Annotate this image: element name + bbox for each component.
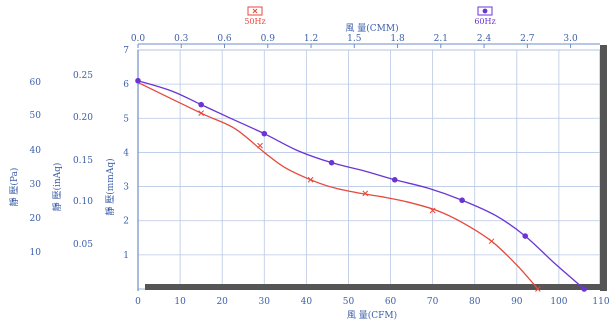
x-bottom-tick-label: 30	[259, 297, 271, 307]
legend-marker-50hz	[252, 8, 258, 14]
x-top-tick-label: 1.2	[304, 34, 318, 44]
bottom-axis-band	[145, 284, 602, 290]
x-bottom-tick-label: 70	[427, 297, 439, 307]
series-line-60hz	[137, 80, 585, 290]
x-bottom-tick-label: 50	[343, 297, 355, 307]
y-pa-tick-label: 30	[30, 180, 42, 190]
y-pa-tick-label: 40	[30, 146, 42, 156]
y-mmaq-tick-label: 3	[123, 183, 129, 193]
x-top-tick-label: 0.6	[217, 34, 232, 44]
y-mmaq-axis-title: 靜 壓(mmAq)	[104, 158, 116, 215]
x-top-axis-title: 風 量(CMM)	[345, 23, 398, 34]
y-pa-tick-label: 50	[30, 111, 42, 121]
legend-label-50hz: 50Hz	[244, 17, 265, 26]
y-inaq-tick-label: 0.25	[73, 71, 93, 81]
x-top-tick-label: 1.8	[390, 34, 405, 44]
y-inaq-tick-label: 0.05	[73, 240, 93, 250]
legend-swatch-50hz	[247, 6, 263, 16]
series-point-50hz	[362, 190, 369, 197]
series-point-60hz	[135, 77, 141, 84]
series-point-60hz	[261, 130, 268, 137]
series-layer	[135, 77, 587, 292]
x-top-tick-label: 1.5	[347, 34, 362, 44]
series-point-50hz	[429, 207, 436, 214]
y-pa-tick-label: 60	[30, 78, 42, 88]
series-point-60hz	[198, 101, 204, 108]
legend-marker-60hz	[482, 8, 488, 14]
y-mmaq-tick-label: 6	[123, 80, 129, 90]
grid-layer	[137, 49, 601, 290]
legend-label-60hz: 60Hz	[474, 17, 495, 26]
y-mmaq-tick-label: 1	[123, 251, 129, 261]
x-bottom-tick-label: 10	[174, 297, 186, 307]
series-point-50hz	[488, 238, 495, 245]
x-top-tick-label: 0.0	[131, 34, 146, 44]
x-bottom-tick-label: 0	[135, 297, 141, 307]
legend: 50Hz 60Hz	[244, 6, 496, 26]
series-point-60hz	[581, 286, 587, 292]
x-bottom-tick-label: 90	[511, 297, 523, 307]
series-line-50hz	[137, 81, 539, 290]
y-mmaq-tick-label: 2	[123, 217, 129, 227]
y-inaq-tick-label: 0.20	[73, 113, 93, 123]
x-top-tick-label: 2.4	[477, 34, 492, 44]
x-top-tick-label: 2.7	[520, 34, 535, 44]
y-inaq-tick-label: 0.15	[73, 156, 93, 166]
y-mmaq-tick-label: 7	[123, 46, 129, 56]
x-bottom-tick-label: 100	[550, 297, 567, 307]
series-point-60hz	[391, 176, 398, 183]
x-bottom-tick-label: 60	[385, 297, 397, 307]
series-point-60hz	[328, 159, 335, 166]
y-pa-tick-label: 20	[30, 214, 42, 224]
y-mmaq-tick-label: 5	[123, 114, 129, 124]
x-top-tick-label: 2.1	[434, 34, 448, 44]
x-top-tick-label: 0.9	[261, 34, 276, 44]
x-top-tick-label: 3.0	[563, 34, 578, 44]
y-inaq-axis-title: 靜 壓(inAq)	[51, 163, 63, 212]
series-point-50hz	[307, 176, 314, 183]
x-bottom-tick-label: 40	[301, 297, 313, 307]
y-pa-axis-title: 靜 壓(Pa)	[8, 168, 20, 207]
y-pa-tick-label: 10	[30, 248, 42, 258]
x-bottom-tick-label: 110	[592, 297, 609, 307]
x-top-tick-label: 0.3	[174, 34, 189, 44]
legend-swatch-60hz	[477, 6, 493, 16]
y-mmaq-tick-label: 4	[123, 148, 129, 158]
x-bottom-axis-title: 風 量(CFM)	[347, 310, 397, 321]
series-point-50hz	[257, 142, 263, 149]
series-point-50hz	[198, 110, 204, 117]
series-point-50hz	[535, 286, 541, 292]
x-bottom-tick-label: 80	[469, 297, 481, 307]
series-point-60hz	[522, 233, 529, 239]
series-point-60hz	[459, 197, 465, 204]
y-inaq-tick-label: 0.10	[73, 197, 93, 207]
right-border-band	[600, 45, 607, 291]
x-bottom-tick-label: 20	[216, 297, 228, 307]
